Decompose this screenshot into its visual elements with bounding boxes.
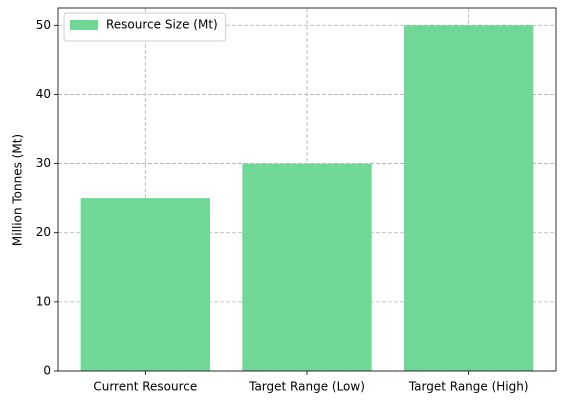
- bars: [80, 25, 534, 372]
- plot-frame: [57, 7, 557, 372]
- y-tick-label: 30: [36, 156, 51, 170]
- y-tick-label: 50: [36, 18, 51, 32]
- legend: Resource Size (Mt): [63, 12, 227, 42]
- y-tick-label: 20: [36, 225, 51, 239]
- x-tick-label: Target Range (Low): [248, 380, 365, 394]
- bar: [242, 163, 372, 371]
- bar: [404, 25, 534, 372]
- legend-swatch: [70, 20, 98, 30]
- legend-label: Resource Size (Mt): [106, 18, 218, 32]
- x-tick-label: Target Range (High): [408, 380, 529, 394]
- y-tick-label: 40: [36, 87, 51, 101]
- legend-box: [63, 12, 227, 42]
- y-tick-label: 0: [43, 364, 51, 378]
- y-tick-label: 10: [36, 294, 51, 308]
- y-axis-label: Million Tonnes (Mt): [11, 134, 25, 246]
- bar: [80, 198, 210, 371]
- x-tick-label: Current Resource: [93, 380, 197, 394]
